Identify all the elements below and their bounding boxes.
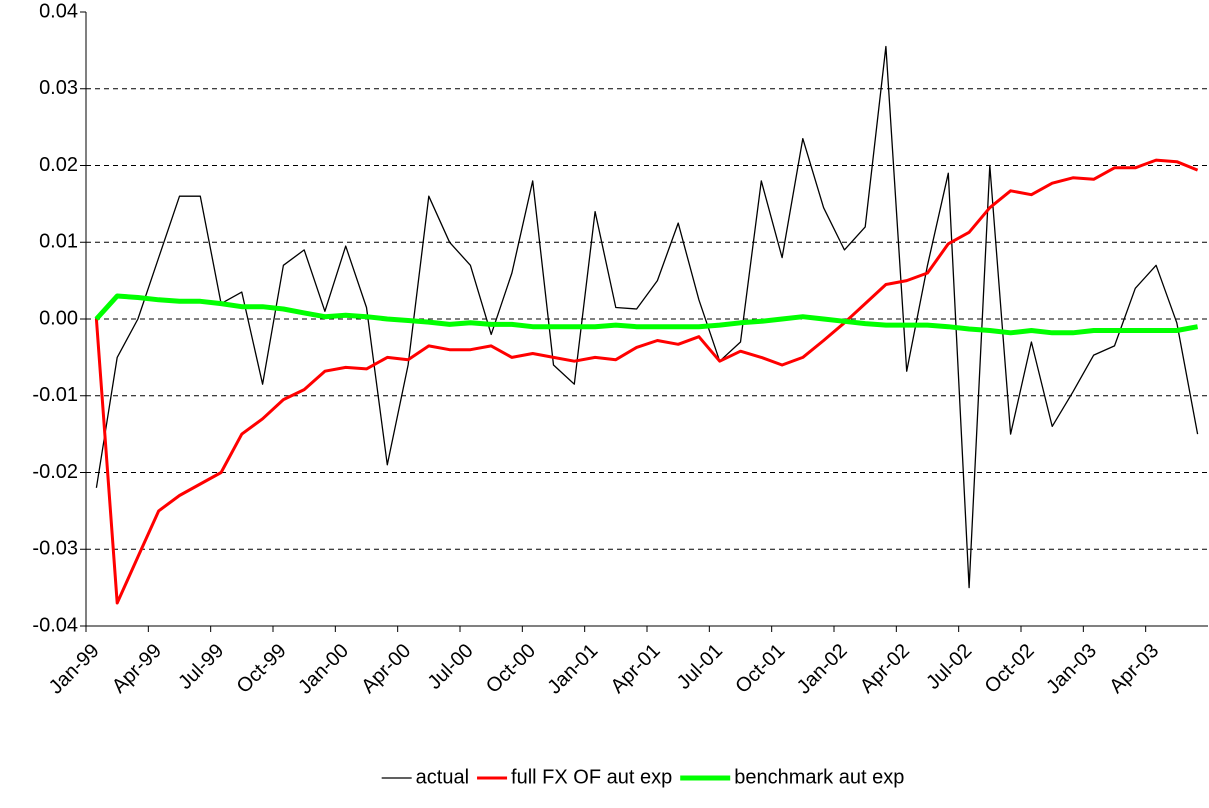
series-line bbox=[94, 293, 1199, 336]
x-tick-label: Jul-01 bbox=[673, 640, 727, 694]
x-tick-label: Oct-99 bbox=[233, 640, 291, 698]
legend: actual full FX OF aut exp benchmark aut ex… bbox=[381, 766, 904, 788]
x-tick-label: Jan-02 bbox=[793, 640, 852, 699]
x-tick-label: Jan-00 bbox=[294, 640, 353, 699]
y-tick-label: -0.02 bbox=[32, 461, 78, 483]
x-tick-label: Oct-02 bbox=[981, 640, 1039, 698]
x-tick-label: Jul-99 bbox=[174, 640, 228, 694]
x-tick-label: Jul-00 bbox=[424, 640, 478, 694]
x-tick-label: Jan-99 bbox=[45, 640, 104, 699]
x-tick-label: Jan-03 bbox=[1042, 640, 1101, 699]
x-tick-label: Apr-99 bbox=[108, 640, 166, 698]
legend-label: full FX OF aut exp bbox=[511, 766, 672, 788]
y-tick-label: -0.04 bbox=[32, 614, 78, 636]
y-tick-label: -0.01 bbox=[32, 384, 78, 406]
x-tick-label: Apr-00 bbox=[357, 640, 415, 698]
y-tick-label: 0.01 bbox=[39, 231, 78, 253]
legend-label: benchmark aut exp bbox=[734, 766, 904, 788]
x-tick-label: Oct-01 bbox=[731, 640, 789, 698]
series-line bbox=[95, 45, 1199, 589]
x-tick-label: Apr-03 bbox=[1105, 640, 1163, 698]
y-tick-label: 0.00 bbox=[39, 307, 78, 329]
x-tick-label: Apr-02 bbox=[856, 640, 914, 698]
x-tick-label: Apr-01 bbox=[607, 640, 665, 698]
y-tick-label: -0.03 bbox=[32, 538, 78, 560]
series-line bbox=[94, 158, 1199, 605]
y-tick-label: 0.03 bbox=[39, 77, 78, 99]
x-tick-label: Jul-02 bbox=[922, 640, 976, 694]
legend-label: actual bbox=[416, 766, 469, 788]
x-tick-label: Jan-01 bbox=[544, 640, 603, 699]
y-tick-label: 0.02 bbox=[39, 154, 78, 176]
y-tick-label: 0.04 bbox=[39, 0, 78, 22]
x-tick-label: Oct-00 bbox=[482, 640, 540, 698]
